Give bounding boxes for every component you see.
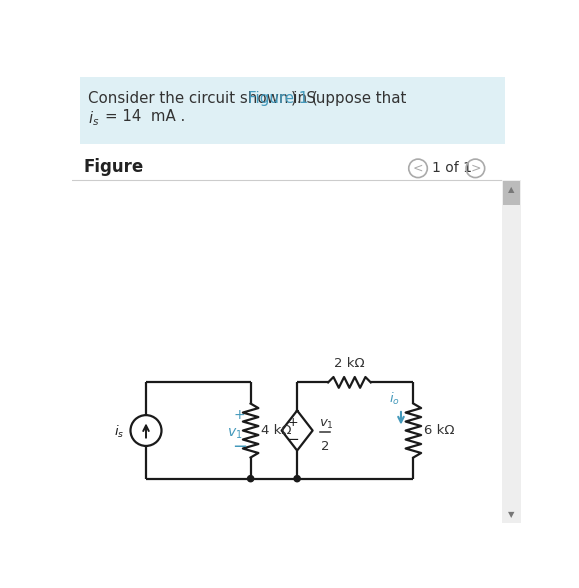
Text: Figure 1: Figure 1	[248, 91, 309, 106]
Bar	[502, 180, 521, 523]
Text: Consider the circuit shown in (: Consider the circuit shown in (	[88, 91, 317, 106]
FancyBboxPatch shape	[80, 76, 505, 145]
Text: +: +	[287, 416, 298, 429]
Text: −: −	[286, 432, 299, 447]
Circle shape	[248, 476, 254, 482]
Text: <: <	[413, 162, 423, 175]
Text: Figure: Figure	[83, 158, 144, 176]
Text: +: +	[234, 408, 245, 422]
Text: = 14  mA .: = 14 mA .	[105, 109, 185, 124]
Text: ). Suppose that: ). Suppose that	[291, 91, 406, 106]
Text: $\it{i}$$_s$: $\it{i}$$_s$	[88, 109, 100, 128]
Text: 2: 2	[321, 440, 329, 453]
Text: $v_1$: $v_1$	[319, 418, 334, 431]
Text: 4 kΩ: 4 kΩ	[262, 424, 292, 437]
Text: $i_s$: $i_s$	[114, 424, 124, 440]
Text: ▼: ▼	[508, 510, 514, 519]
Text: >: >	[470, 162, 481, 175]
Circle shape	[294, 476, 301, 482]
Text: $i_o$: $i_o$	[389, 392, 400, 407]
Text: 2 kΩ: 2 kΩ	[334, 357, 365, 370]
Text: ▲: ▲	[508, 185, 514, 193]
Bar	[503, 182, 519, 205]
Text: 1 of 1: 1 of 1	[432, 161, 472, 175]
Text: −: −	[232, 439, 247, 456]
Text: $v_1$: $v_1$	[228, 427, 243, 441]
Text: 6 kΩ: 6 kΩ	[424, 424, 455, 437]
